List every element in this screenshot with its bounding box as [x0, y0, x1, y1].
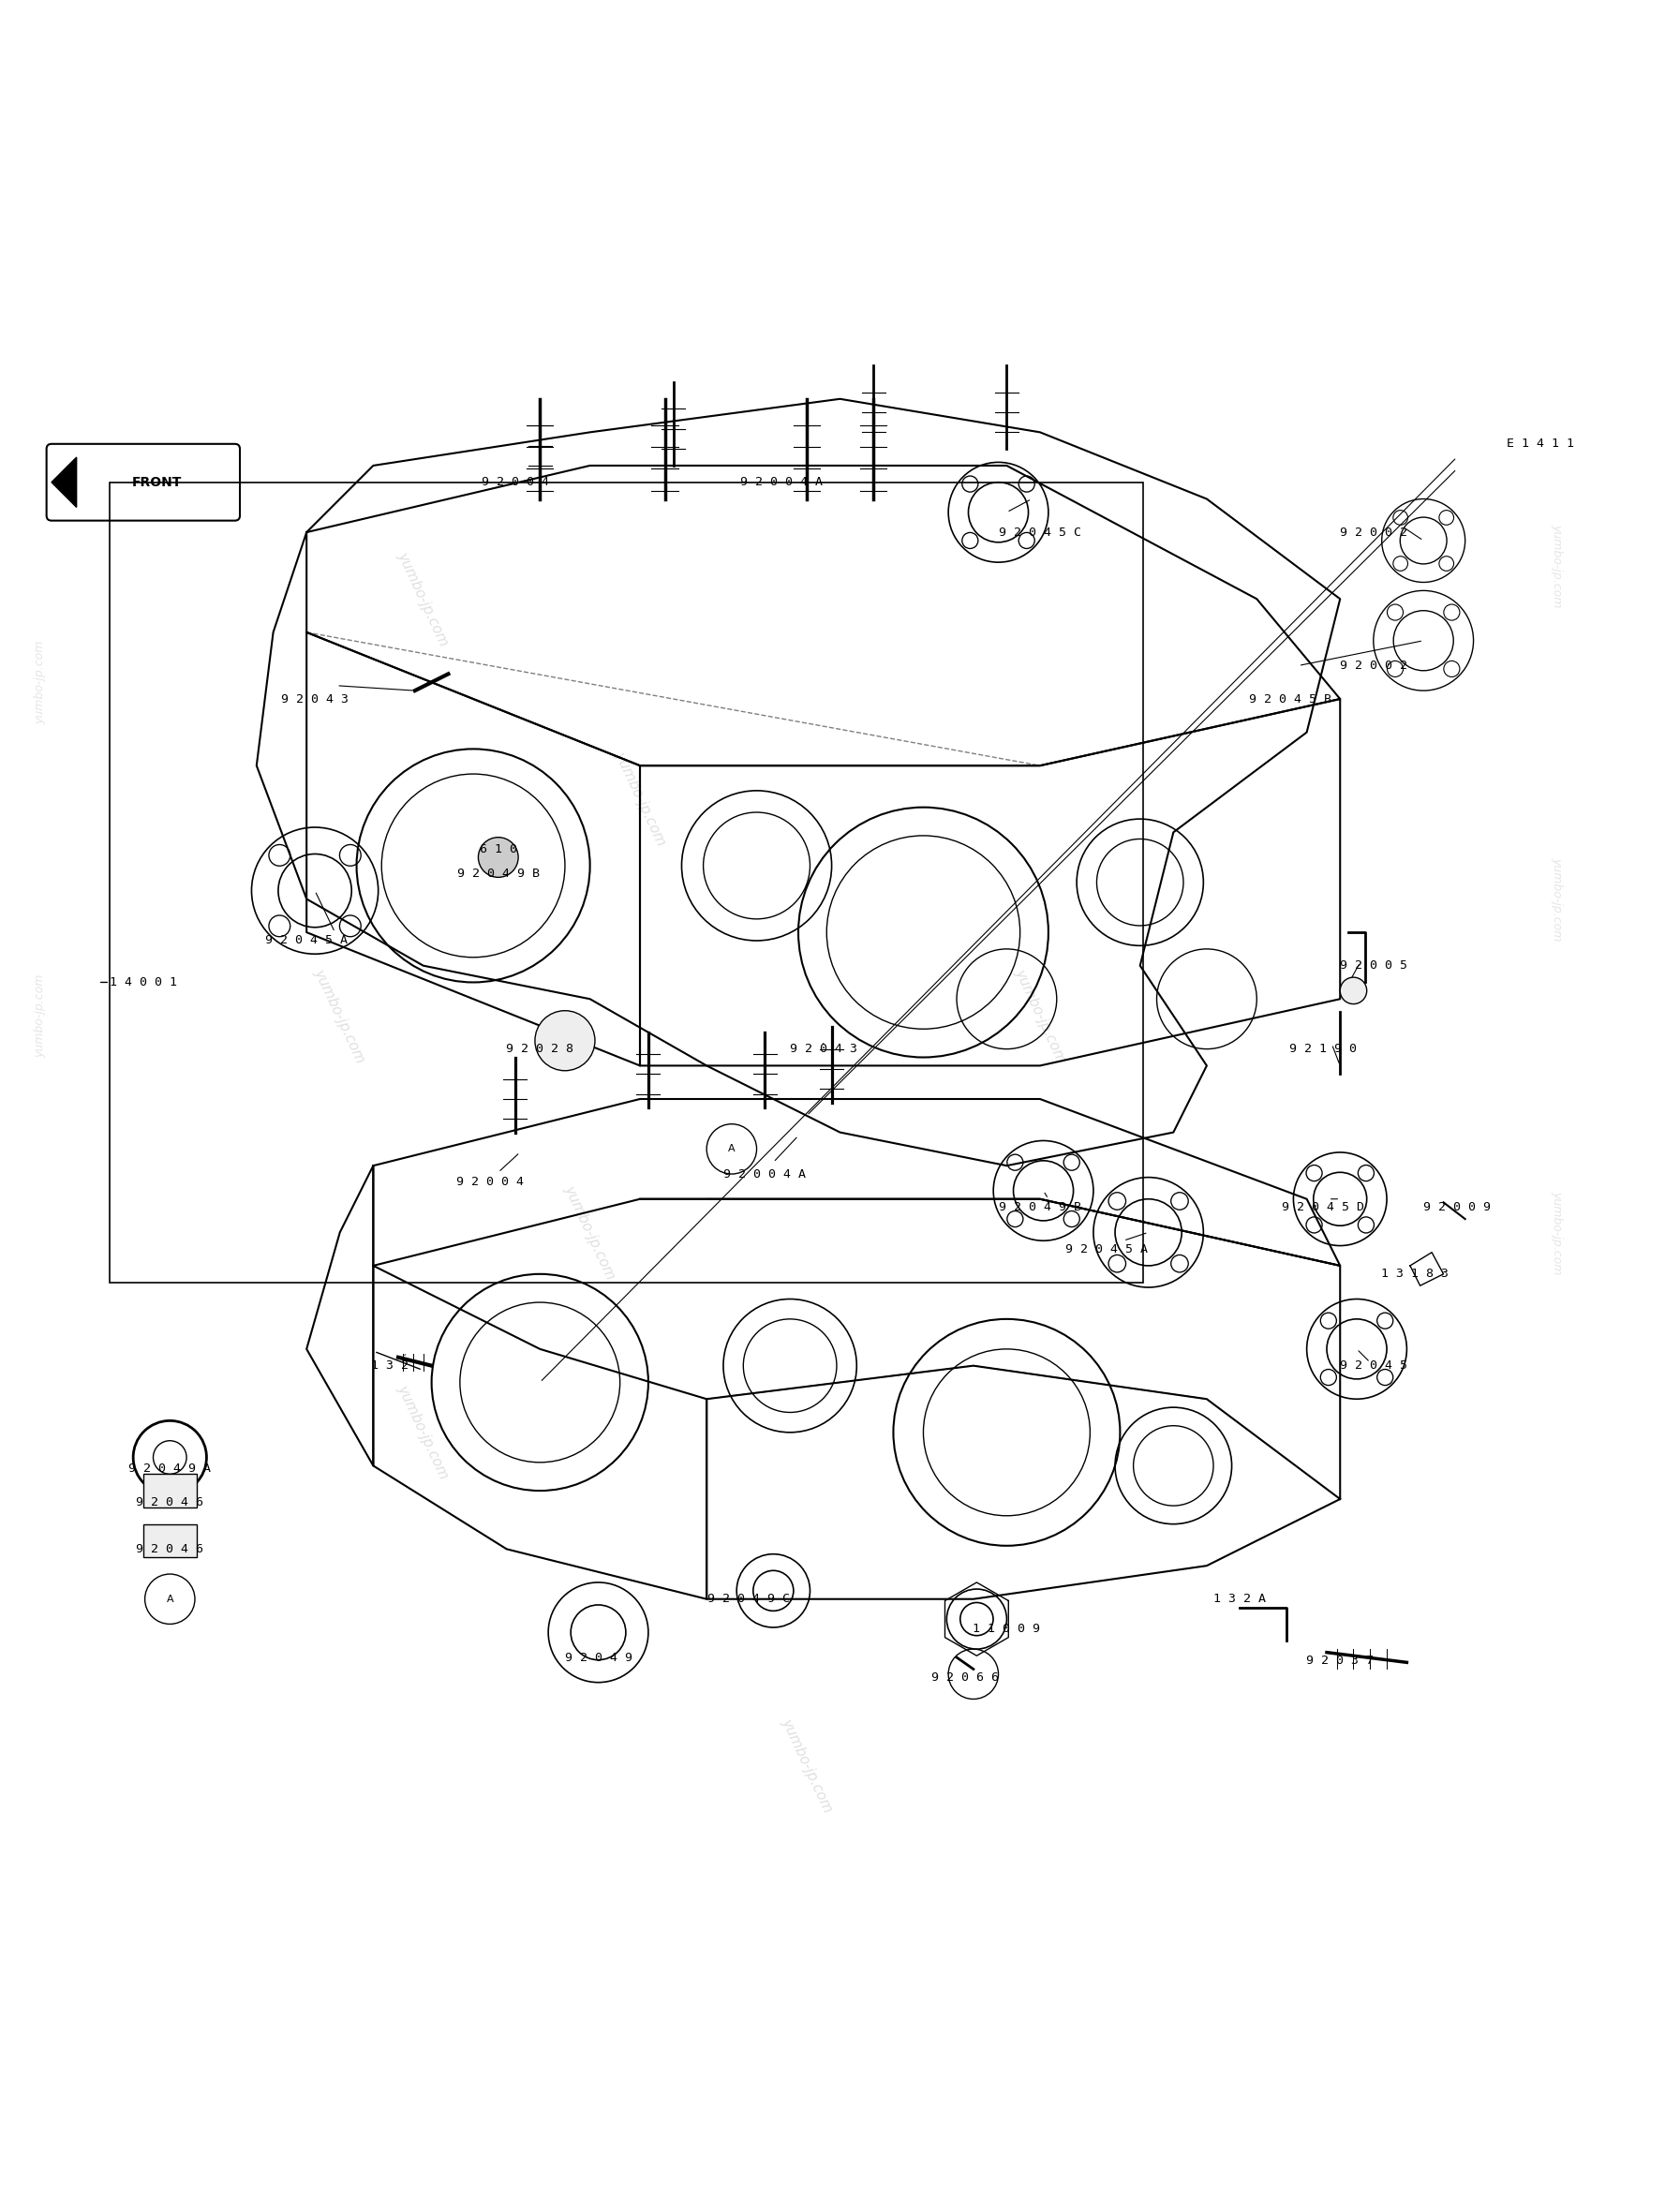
Text: 9 2 1 9 0: 9 2 1 9 0 — [1290, 1042, 1357, 1055]
Circle shape — [1341, 978, 1368, 1004]
Text: yumbo-jp.com: yumbo-jp.com — [561, 1183, 618, 1281]
Text: yumbo-jp.com: yumbo-jp.com — [778, 1717, 835, 1816]
Text: 9 2 0 3 7: 9 2 0 3 7 — [1307, 1655, 1374, 1666]
Text: 1 3 2: 1 3 2 — [371, 1361, 408, 1372]
Text: 9 2 0 4 3: 9 2 0 4 3 — [281, 692, 349, 706]
Text: 9 2 0 0 4 A: 9 2 0 0 4 A — [724, 1167, 806, 1180]
Text: 9 2 0 4 5 C: 9 2 0 4 5 C — [1000, 525, 1082, 539]
Text: 9 2 0 0 2: 9 2 0 0 2 — [1339, 659, 1408, 673]
Text: 1 3 1 8 3: 1 3 1 8 3 — [1381, 1268, 1448, 1279]
Text: 9 2 0 0 4: 9 2 0 0 4 — [457, 1176, 524, 1189]
Bar — [143, 1475, 197, 1508]
Text: yumbo-jp.com: yumbo-jp.com — [612, 750, 669, 848]
Text: 9 2 0 4 5 A: 9 2 0 4 5 A — [265, 934, 348, 947]
Text: yumbo-jp.com: yumbo-jp.com — [395, 550, 452, 648]
Circle shape — [534, 1011, 595, 1070]
Text: yumbo-jp.com: yumbo-jp.com — [1551, 857, 1562, 941]
Text: 9 2 0 4 6: 9 2 0 4 6 — [136, 1543, 203, 1556]
Circle shape — [479, 837, 517, 877]
Text: 9 2 0 4 3: 9 2 0 4 3 — [790, 1042, 857, 1055]
Text: A: A — [166, 1594, 173, 1605]
Text: yumbo-jp.com: yumbo-jp.com — [1011, 967, 1068, 1066]
Text: 9 2 0 0 9: 9 2 0 0 9 — [1423, 1202, 1490, 1213]
Bar — [109, 481, 1144, 1281]
Text: FRONT: FRONT — [131, 475, 181, 488]
Text: 9 2 0 4 6: 9 2 0 4 6 — [136, 1497, 203, 1508]
Text: 9 2 0 0 5: 9 2 0 0 5 — [1339, 961, 1408, 972]
Text: 6 1 0: 6 1 0 — [479, 842, 517, 855]
Text: 9 2 0 0 4 A: 9 2 0 0 4 A — [741, 477, 823, 488]
Text: 9 2 0 4 9 C: 9 2 0 4 9 C — [707, 1594, 790, 1605]
Text: yumbo-jp.com: yumbo-jp.com — [1551, 523, 1562, 607]
Text: 9 2 0 4 9: 9 2 0 4 9 — [564, 1651, 632, 1664]
Text: 9 2 0 4 5 B: 9 2 0 4 5 B — [1248, 692, 1331, 706]
Text: 9 2 0 4 9 A: 9 2 0 4 9 A — [129, 1464, 212, 1475]
Text: A: A — [727, 1145, 736, 1154]
Bar — [143, 1523, 197, 1558]
Text: 9 2 0 4 5 D: 9 2 0 4 5 D — [1282, 1202, 1364, 1213]
Text: 9 2 0 2 8: 9 2 0 2 8 — [506, 1042, 573, 1055]
Text: E 1 4 1 1: E 1 4 1 1 — [1507, 437, 1574, 451]
Text: 9 2 0 4 5: 9 2 0 4 5 — [1339, 1361, 1408, 1372]
Text: 9 2 0 4 5 A: 9 2 0 4 5 A — [1065, 1242, 1147, 1255]
Text: 9 2 0 0 2: 9 2 0 0 2 — [1339, 525, 1408, 539]
Text: yumbo-jp.com: yumbo-jp.com — [34, 640, 45, 723]
Text: yumbo-jp.com: yumbo-jp.com — [1551, 1191, 1562, 1275]
Text: 1 4 0 0 1: 1 4 0 0 1 — [109, 976, 176, 989]
Text: 9 2 0 6 6: 9 2 0 6 6 — [931, 1670, 998, 1684]
Text: yumbo-jp.com: yumbo-jp.com — [395, 1383, 452, 1481]
Text: 9 2 0 4 9 B: 9 2 0 4 9 B — [457, 868, 539, 879]
Polygon shape — [52, 457, 77, 508]
Text: 9 2 0 0 4: 9 2 0 0 4 — [480, 477, 549, 488]
Text: yumbo-jp.com: yumbo-jp.com — [34, 974, 45, 1057]
Text: 1 3 2 A: 1 3 2 A — [1215, 1594, 1267, 1605]
Text: yumbo-jp.com: yumbo-jp.com — [312, 967, 368, 1066]
Text: 9 2 0 4 9 B: 9 2 0 4 9 B — [1000, 1202, 1082, 1213]
Text: 1 1 0 0 9: 1 1 0 0 9 — [973, 1622, 1040, 1635]
